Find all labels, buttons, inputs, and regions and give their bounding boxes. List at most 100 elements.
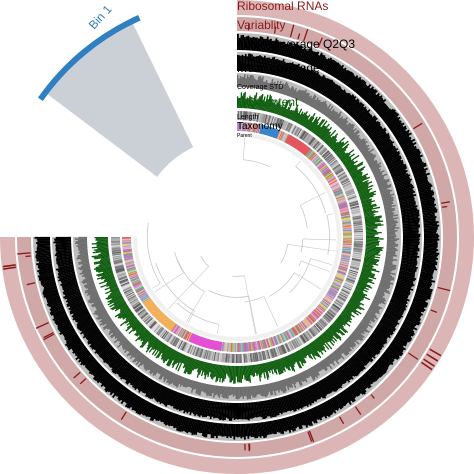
coverage-std-bars-bar [355,328,362,335]
mean-coverage-q2q3-bars-bar [423,217,436,221]
mean-coverage-q2q3-bars-bar [270,420,276,435]
taxonomy-tick [124,259,134,263]
taxonomy-tick [252,123,256,133]
length-tick [333,302,342,308]
mean-coverage-bars-bar [402,239,420,242]
coverage-std-bars-bar [385,213,394,217]
gc-content-bars-bar [94,256,110,260]
length-tick [309,328,316,336]
gc-content-bars-bar [365,233,379,235]
taxonomy-tick [243,122,246,132]
mean-coverage-bars-bar [72,307,88,315]
coverage-std-bars-bar [149,362,156,371]
taxonomy-tick [335,274,345,279]
length-tick [128,295,137,302]
length-tick [307,330,314,338]
gc-content-bars-bar [361,202,372,206]
coverage-std-bars-bar [289,377,294,385]
taxonomy-tick [341,220,351,223]
coverage-std-bars-bar [382,273,393,278]
gc-content-bars-bar [257,96,261,110]
coverage-std-bars-bar [386,234,396,236]
mean-coverage-q2q3-bars-bar [419,274,434,279]
mean-coverage-q2q3-bars-bar [419,275,432,281]
length-tick [349,200,359,205]
mean-coverage-bars-bar [133,373,145,389]
taxonomy-tick [171,324,178,333]
mean-coverage-bars-bar [350,357,364,372]
coverage-std-bars-bar [376,290,385,296]
coverage-std-bars-bar [384,211,393,214]
length-tick [292,339,298,348]
length-tick [136,307,145,315]
taxonomy-tick [338,267,348,271]
length-tick [147,319,155,327]
mean-coverage-q2q3-bars-bar [326,400,335,414]
coverage-std-bars-bar [185,378,190,388]
mean-coverage-bars-bar [308,386,318,403]
coverage-std-bars-bar [343,123,354,133]
gc-content-bars-bar [365,248,383,252]
coverage-std-bars-bar [379,283,391,289]
coverage-std-bars-bar [348,131,355,138]
gc-content-bars-bar [335,147,343,155]
mean-coverage-q2q3-bars-bar [59,324,73,333]
length-tick [116,270,126,275]
tree-branch [176,302,220,325]
mean-coverage-q2q3-bars-bar [283,417,289,431]
taxonomy-tick [124,258,134,262]
gc-content-bars-bar [301,348,308,357]
length-tick [207,350,211,360]
coverage-std-bars-bar [377,288,391,295]
mean-coverage-bars-bar [195,398,202,415]
coverage-std-bars-bar [380,191,391,196]
mean-coverage-q2q3-bars-bar [355,81,367,94]
gc-content-bars-bar [151,341,163,356]
taxonomy-tick [279,333,285,343]
coverage-std-bars-bar [170,373,176,385]
gc-content-bars-bar [242,365,245,376]
coverage-std-bars-bar [96,311,108,320]
coverage-std-bars-bar [359,321,369,329]
length-tick [280,120,286,129]
length-tick [330,161,339,168]
length-tick [327,310,335,318]
gc-content-bars-bar [248,95,251,109]
gc-content-bars-bar [365,224,384,227]
taxonomy-tick [244,122,247,132]
taxonomy-tick [175,326,181,335]
taxonomy-tick [326,292,336,298]
bin-1-selection-arc[interactable] [37,15,141,102]
coverage-std-bars-bar [89,294,99,300]
gc-content-bars-bar [349,298,361,306]
mean-coverage-q2q3-bars-bar [375,103,387,114]
coverage-std-bars-bar [365,313,375,320]
gc-content-bars-bar [305,112,316,129]
taxonomy-tick [342,232,352,234]
mean-coverage-q2q3-bars-bar [74,346,87,357]
gc-content-bars-bar [268,98,273,113]
mean-coverage-bars-bar [185,396,192,413]
tree-spoke [295,160,301,167]
mean-coverage-bars-bar [69,304,86,314]
mean-coverage-bars-bar [76,318,94,329]
mean-coverage-q2q3-bars-bar [84,357,95,367]
length-tick [353,231,363,233]
mean-coverage-bars-bar [66,297,84,306]
coverage-std-bars-bar [272,81,276,92]
taxonomy-tick [287,329,293,339]
length-tick [250,353,253,363]
gc-content-bars-bar [358,280,368,285]
mean-coverage-q2q3-bars-bar [115,385,125,397]
bin-1-arc-stroke[interactable] [37,15,141,102]
mean-coverage-bars-bar [251,56,255,72]
mean-coverage-q2q3-bars-bar [248,37,252,51]
coverage-std-bars-bar [91,300,102,307]
mean-coverage-bars-bar [99,345,113,358]
mean-coverage-bars-bar [330,372,343,389]
mean-coverage-q2q3-bars-bar [323,402,332,416]
taxonomy-tick [315,160,324,167]
mean-coverage-bars-bar [72,309,89,319]
mean-coverage-bars-bar [278,58,285,77]
mean-coverage-q2q3-bars-bar [350,76,362,90]
